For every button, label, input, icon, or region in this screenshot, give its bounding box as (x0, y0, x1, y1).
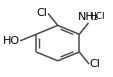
Text: NH₂: NH₂ (77, 12, 98, 22)
Text: HO: HO (2, 36, 19, 46)
Text: Cl: Cl (36, 8, 47, 18)
Text: Cl: Cl (89, 59, 100, 69)
Text: HCl: HCl (88, 12, 104, 21)
